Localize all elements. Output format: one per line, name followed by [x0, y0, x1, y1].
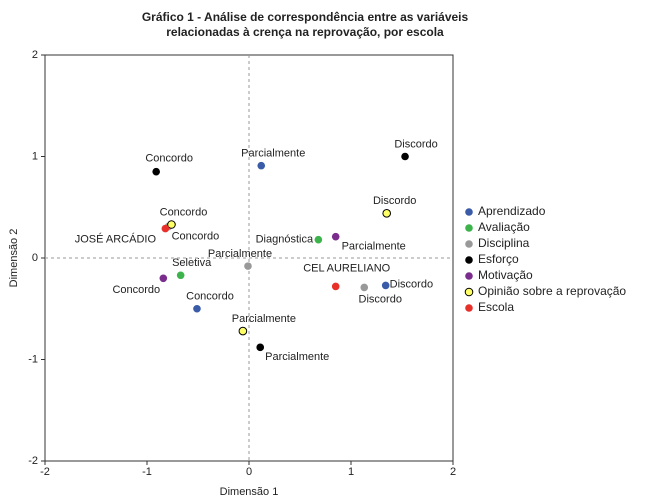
point-label: Parcialmente	[232, 313, 296, 325]
y-tick-label: 1	[32, 150, 38, 162]
point-label: Discordo	[373, 195, 416, 207]
point	[401, 152, 409, 161]
y-tick-label: -2	[28, 455, 38, 467]
point-label: Concordo	[112, 284, 160, 296]
point	[238, 326, 248, 336]
legend-label: Avaliação	[478, 220, 530, 234]
legend-marker	[465, 208, 473, 216]
point-label: Parcialmente	[265, 351, 329, 363]
point-label: Discordo	[390, 278, 433, 290]
chart-title: relacionadas à crença na reprovação, por…	[166, 25, 444, 39]
legend-label: Escola	[478, 300, 514, 314]
point-label: Diagnóstica	[256, 234, 314, 246]
point-label: Parcialmente	[241, 148, 305, 160]
point	[381, 281, 390, 290]
x-tick-label: 0	[246, 466, 252, 478]
point	[167, 220, 176, 229]
point	[314, 235, 323, 244]
legend-label: Disciplina	[478, 236, 530, 250]
legend-marker	[464, 287, 474, 297]
chart-title: Gráfico 1 - Análise de correspondência e…	[142, 10, 469, 24]
point-label: JOSÉ ARCÁDIO	[75, 232, 157, 245]
x-tick-label: 2	[450, 466, 456, 478]
point	[257, 161, 266, 170]
point	[152, 167, 160, 176]
point-label: Concordo	[160, 206, 208, 218]
point-label: Discordo	[394, 138, 437, 150]
point	[159, 274, 168, 283]
x-tick-label: -1	[142, 466, 152, 478]
point-label: Concordo	[145, 153, 193, 165]
point	[244, 262, 252, 270]
point	[176, 271, 185, 280]
y-axis-label: Dimensão 2	[8, 229, 20, 288]
x-axis-label: Dimensão 1	[220, 486, 279, 498]
point	[193, 304, 201, 313]
legend-label: Motivação	[478, 268, 533, 282]
point-label: Discordo	[359, 293, 402, 305]
legend-label: Aprendizado	[478, 204, 546, 218]
point-label: Concordo	[172, 230, 220, 242]
point	[256, 343, 265, 352]
legend-label: Esforço	[478, 252, 519, 266]
point-label: Parcialmente	[342, 241, 406, 253]
legend-marker	[465, 240, 473, 248]
legend-label: Opinião sobre a reprovação	[478, 284, 626, 298]
legend-marker	[465, 224, 473, 232]
point	[331, 282, 340, 291]
point	[382, 209, 392, 218]
y-tick-label: 2	[32, 49, 38, 61]
point-label: Concordo	[186, 291, 234, 303]
x-tick-label: 1	[348, 466, 354, 478]
x-tick-label: -2	[40, 466, 50, 478]
legend-marker	[465, 256, 473, 264]
point	[360, 283, 369, 292]
point	[161, 224, 170, 233]
legend-marker	[465, 304, 473, 312]
y-tick-label: -1	[28, 353, 38, 365]
y-tick-label: 0	[32, 252, 38, 264]
point-label: CEL AURELIANO	[303, 262, 390, 274]
legend-marker	[465, 272, 473, 280]
point-label: Parcialmente	[208, 248, 272, 260]
point-label: Seletiva	[172, 257, 212, 269]
point	[331, 232, 340, 241]
